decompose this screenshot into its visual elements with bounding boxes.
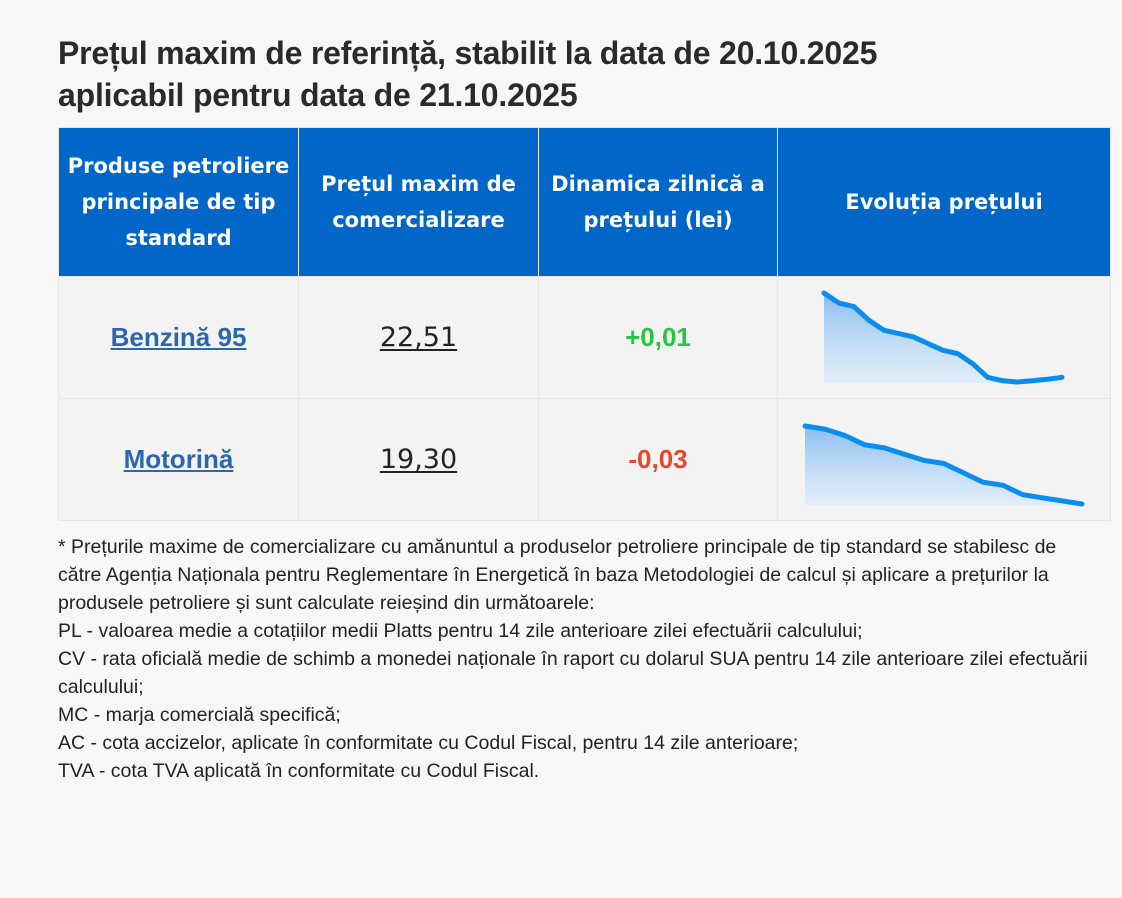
title-line-2: aplicabil pentru data de 21.10.2025: [58, 77, 578, 113]
sparkline-line: [802, 423, 1085, 507]
col-header-products: Produse petroliere principale de tip sta…: [58, 127, 299, 277]
product-link-benzina-95[interactable]: Benzină 95: [110, 322, 247, 352]
col-header-evolution: Evoluția prețului: [777, 127, 1111, 277]
title-line-1: Prețul maxim de referință, stabilit la d…: [58, 35, 878, 71]
product-cell: Motorină: [58, 398, 299, 521]
sparkline-area: [824, 293, 1062, 383]
price-cell: 19,30: [298, 398, 539, 521]
sparkline-line: [821, 290, 1065, 385]
page-title: Prețul maxim de referință, stabilit la d…: [58, 32, 1110, 116]
change-value: -0,03: [628, 444, 688, 474]
change-value: +0,01: [625, 322, 691, 352]
table-header-row: Produse petroliere principale de tip sta…: [58, 127, 1111, 277]
note-line: TVA - cota TVA aplicată în conformitate …: [58, 760, 540, 782]
price-widget: Prețul maxim de referință, stabilit la d…: [58, 32, 1111, 785]
col-header-dynamics: Dinamica zilnică a prețului (lei): [538, 127, 778, 277]
trend-cell: [777, 276, 1111, 399]
change-cell: +0,01: [538, 276, 778, 399]
note-line: CV - rata oficială medie de schimb a mon…: [58, 648, 1088, 698]
note-line: AC - cota accizelor, aplicate în conform…: [58, 732, 799, 754]
trend-sparkline-motorina: [802, 423, 1085, 507]
note-line: * Prețurile maxime de comercializare cu …: [58, 536, 1057, 614]
product-cell: Benzină 95: [58, 276, 299, 399]
price-table: Produse petroliere principale de tip sta…: [58, 127, 1111, 521]
price-value: 22,51: [379, 322, 458, 353]
table-row: Benzină 95 22,51 +0,01: [58, 276, 1111, 399]
trend-sparkline-benzina-95: [821, 290, 1065, 385]
note-line: MC - marja comercială specifică;: [58, 704, 341, 726]
table-row: Motorină 19,30 -0,03: [58, 398, 1111, 521]
trend-cell: [777, 398, 1111, 521]
col-header-price: Prețul maxim de comercializare: [298, 127, 539, 277]
price-cell: 22,51: [298, 276, 539, 399]
product-link-motorina[interactable]: Motorină: [123, 444, 234, 474]
change-cell: -0,03: [538, 398, 778, 521]
price-value: 19,30: [379, 444, 458, 475]
note-line: PL - valoarea medie a cotațiilor medii P…: [58, 620, 863, 642]
methodology-note: * Prețurile maxime de comercializare cu …: [58, 533, 1098, 785]
